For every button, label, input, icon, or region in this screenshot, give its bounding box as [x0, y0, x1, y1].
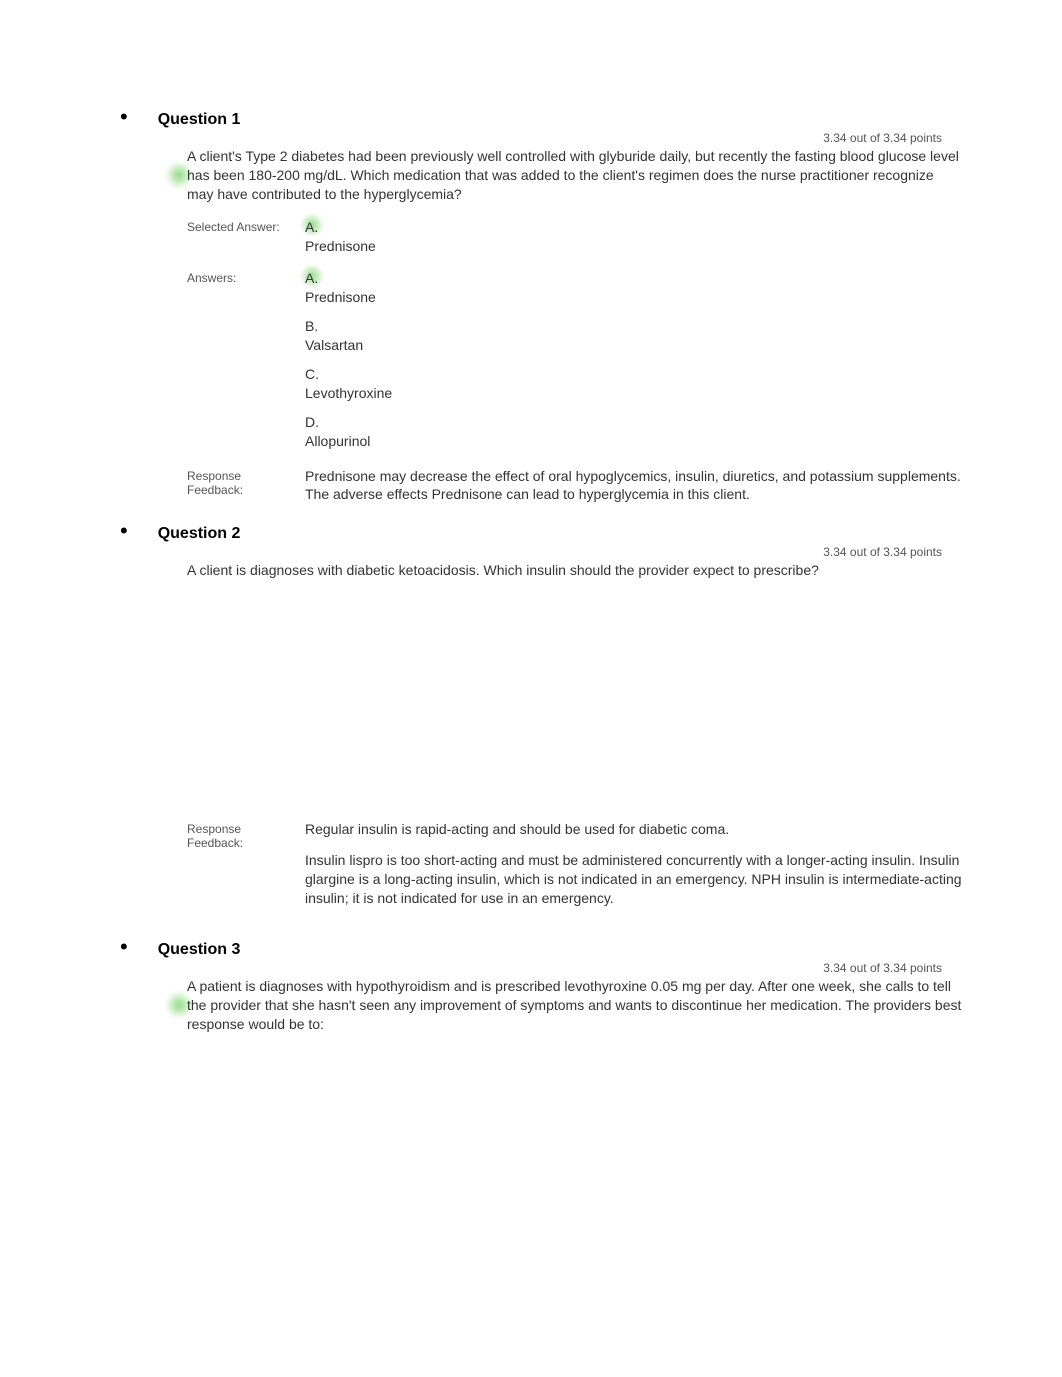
selected-answer-label: Selected Answer:	[187, 218, 287, 266]
stem-text: A client's Type 2 diabetes had been prev…	[187, 148, 959, 202]
option-text: Prednisone	[305, 288, 962, 307]
question-2: • Question 2 3.34 out of 3.34 points A c…	[120, 524, 962, 919]
bullet-icon: •	[120, 524, 128, 538]
answer-grid: Selected Answer: A. Prednisone Answers: …	[175, 218, 962, 461]
response-feedback: Response Feedback: Regular insulin is ra…	[175, 820, 962, 920]
points-earned: 3.34 out of 3.34 points	[120, 545, 962, 559]
option-b: B. Valsartan	[305, 317, 962, 355]
answers-label: Answers:	[187, 269, 287, 460]
selected-letter: A.	[305, 218, 318, 237]
bullet-icon: •	[120, 940, 128, 954]
option-letter: C.	[305, 365, 962, 384]
points-earned: 3.34 out of 3.34 points	[120, 961, 962, 975]
option-c: C. Levothyroxine	[305, 365, 962, 403]
bullet-icon: •	[120, 110, 128, 124]
option-letter: A.	[305, 269, 318, 288]
stem-text: A patient is diagnoses with hypothyroidi…	[187, 978, 961, 1032]
question-1: • Question 1 3.34 out of 3.34 points A c…	[120, 110, 962, 504]
feedback-text: Prednisone may decrease the effect of or…	[305, 467, 962, 505]
question-body: A client's Type 2 diabetes had been prev…	[175, 147, 962, 504]
question-body: A client is diagnoses with diabetic keto…	[175, 561, 962, 919]
response-feedback: Response Feedback: Prednisone may decrea…	[175, 467, 962, 505]
feedback-label: Response Feedback:	[187, 820, 287, 920]
question-title: Question 2	[158, 525, 241, 543]
question-stem: A patient is diagnoses with hypothyroidi…	[175, 977, 962, 1034]
option-text: Valsartan	[305, 336, 962, 355]
option-letter: B.	[305, 317, 962, 336]
option-letter: D.	[305, 413, 962, 432]
option-a: A. Prednisone	[305, 269, 962, 307]
question-header: • Question 3	[120, 940, 962, 959]
feedback-paragraph-2: Insulin lispro is too short-acting and m…	[305, 851, 962, 908]
points-earned: 3.34 out of 3.34 points	[120, 131, 962, 145]
question-header: • Question 2	[120, 524, 962, 543]
question-header: • Question 1	[120, 110, 962, 129]
question-title: Question 3	[158, 941, 241, 959]
question-stem: A client is diagnoses with diabetic keto…	[175, 561, 962, 580]
selected-text: Prednisone	[305, 237, 962, 256]
option-text: Allopurinol	[305, 432, 962, 451]
selected-answer: A. Prednisone	[305, 218, 962, 266]
question-title: Question 1	[158, 111, 241, 129]
question-body: A patient is diagnoses with hypothyroidi…	[175, 977, 962, 1034]
option-text: Levothyroxine	[305, 384, 962, 403]
feedback-text: Regular insulin is rapid-acting and shou…	[305, 820, 962, 920]
feedback-label: Response Feedback:	[187, 467, 287, 505]
question-3: • Question 3 3.34 out of 3.34 points A p…	[120, 940, 962, 1034]
option-d: D. Allopurinol	[305, 413, 962, 451]
question-stem: A client's Type 2 diabetes had been prev…	[175, 147, 962, 204]
blank-space	[175, 594, 962, 814]
answer-options: A. Prednisone B. Valsartan C. Levothyrox…	[305, 269, 962, 460]
feedback-paragraph-1: Regular insulin is rapid-acting and shou…	[305, 820, 962, 839]
